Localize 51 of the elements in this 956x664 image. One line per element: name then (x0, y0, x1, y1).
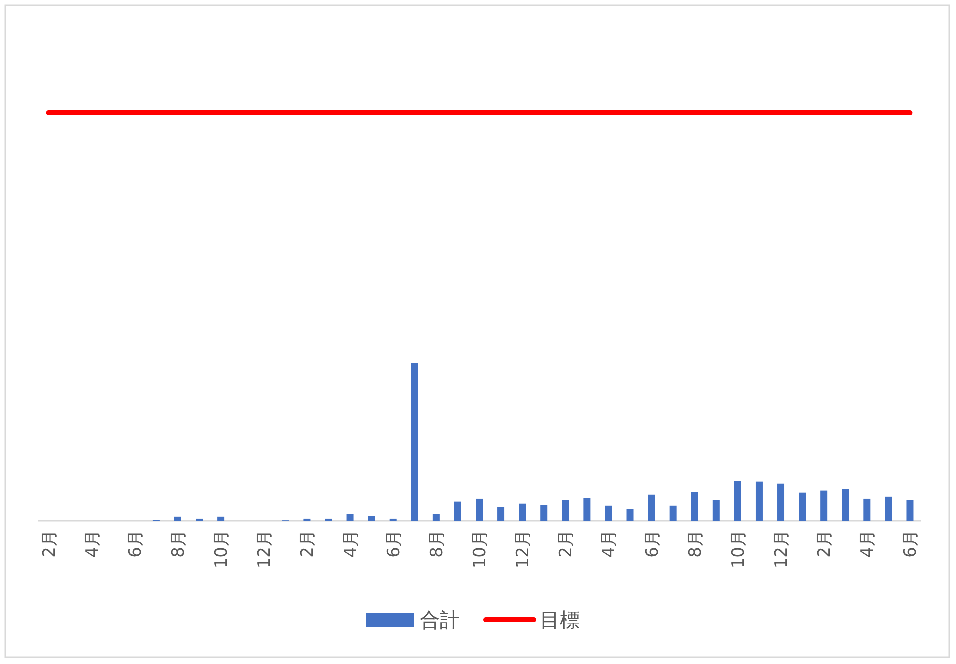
bar (799, 492, 806, 521)
bar (584, 498, 591, 521)
x-tick-label: 2月 (556, 530, 577, 558)
bar (368, 516, 376, 521)
legend-label: 目標 (540, 608, 580, 632)
x-tick-label: 6月 (384, 530, 404, 558)
bar (648, 494, 656, 521)
bar (432, 514, 440, 521)
bar (842, 489, 850, 521)
bar (778, 484, 785, 521)
x-tick-label: 12月 (514, 530, 534, 569)
bar (540, 505, 548, 521)
bar (498, 507, 505, 521)
bar (346, 514, 354, 521)
bar (174, 516, 182, 521)
x-tick-label: 4月 (858, 530, 878, 558)
bar (562, 500, 570, 521)
x-tick-label: 8月 (168, 530, 189, 558)
bar (626, 509, 634, 521)
bar (218, 516, 225, 521)
bar (864, 498, 871, 521)
x-tick-label: 6月 (901, 530, 922, 558)
x-tick-label: 12月 (772, 530, 792, 569)
x-tick-label: 10月 (212, 530, 232, 569)
bar (756, 482, 763, 521)
x-tick-label: 6月 (642, 530, 663, 558)
x-tick-label: 10月 (470, 530, 490, 569)
bar (605, 506, 612, 521)
bar (476, 498, 483, 521)
x-tick-label: 4月 (82, 530, 103, 558)
bar (519, 504, 526, 521)
x-tick-label: 6月 (126, 530, 146, 558)
x-tick-label: 4月 (600, 530, 620, 558)
x-tick-label: 2月 (815, 530, 836, 558)
bar (906, 500, 914, 521)
legend-label: 合計 (420, 608, 460, 632)
x-tick-label: 2月 (298, 530, 318, 558)
bar (691, 492, 698, 521)
bar (454, 502, 462, 521)
x-tick-label: 8月 (427, 530, 448, 558)
x-tick-label: 4月 (341, 530, 362, 558)
bar (670, 506, 677, 521)
x-tick-label: 8月 (686, 530, 706, 558)
bar (820, 490, 828, 521)
bar (885, 496, 892, 521)
bar (734, 481, 742, 521)
x-tick-label: 2月 (40, 530, 60, 558)
bar (712, 500, 720, 521)
x-tick-label: 10月 (728, 530, 749, 569)
bar (411, 363, 418, 521)
x-tick-label: 12月 (255, 530, 276, 569)
